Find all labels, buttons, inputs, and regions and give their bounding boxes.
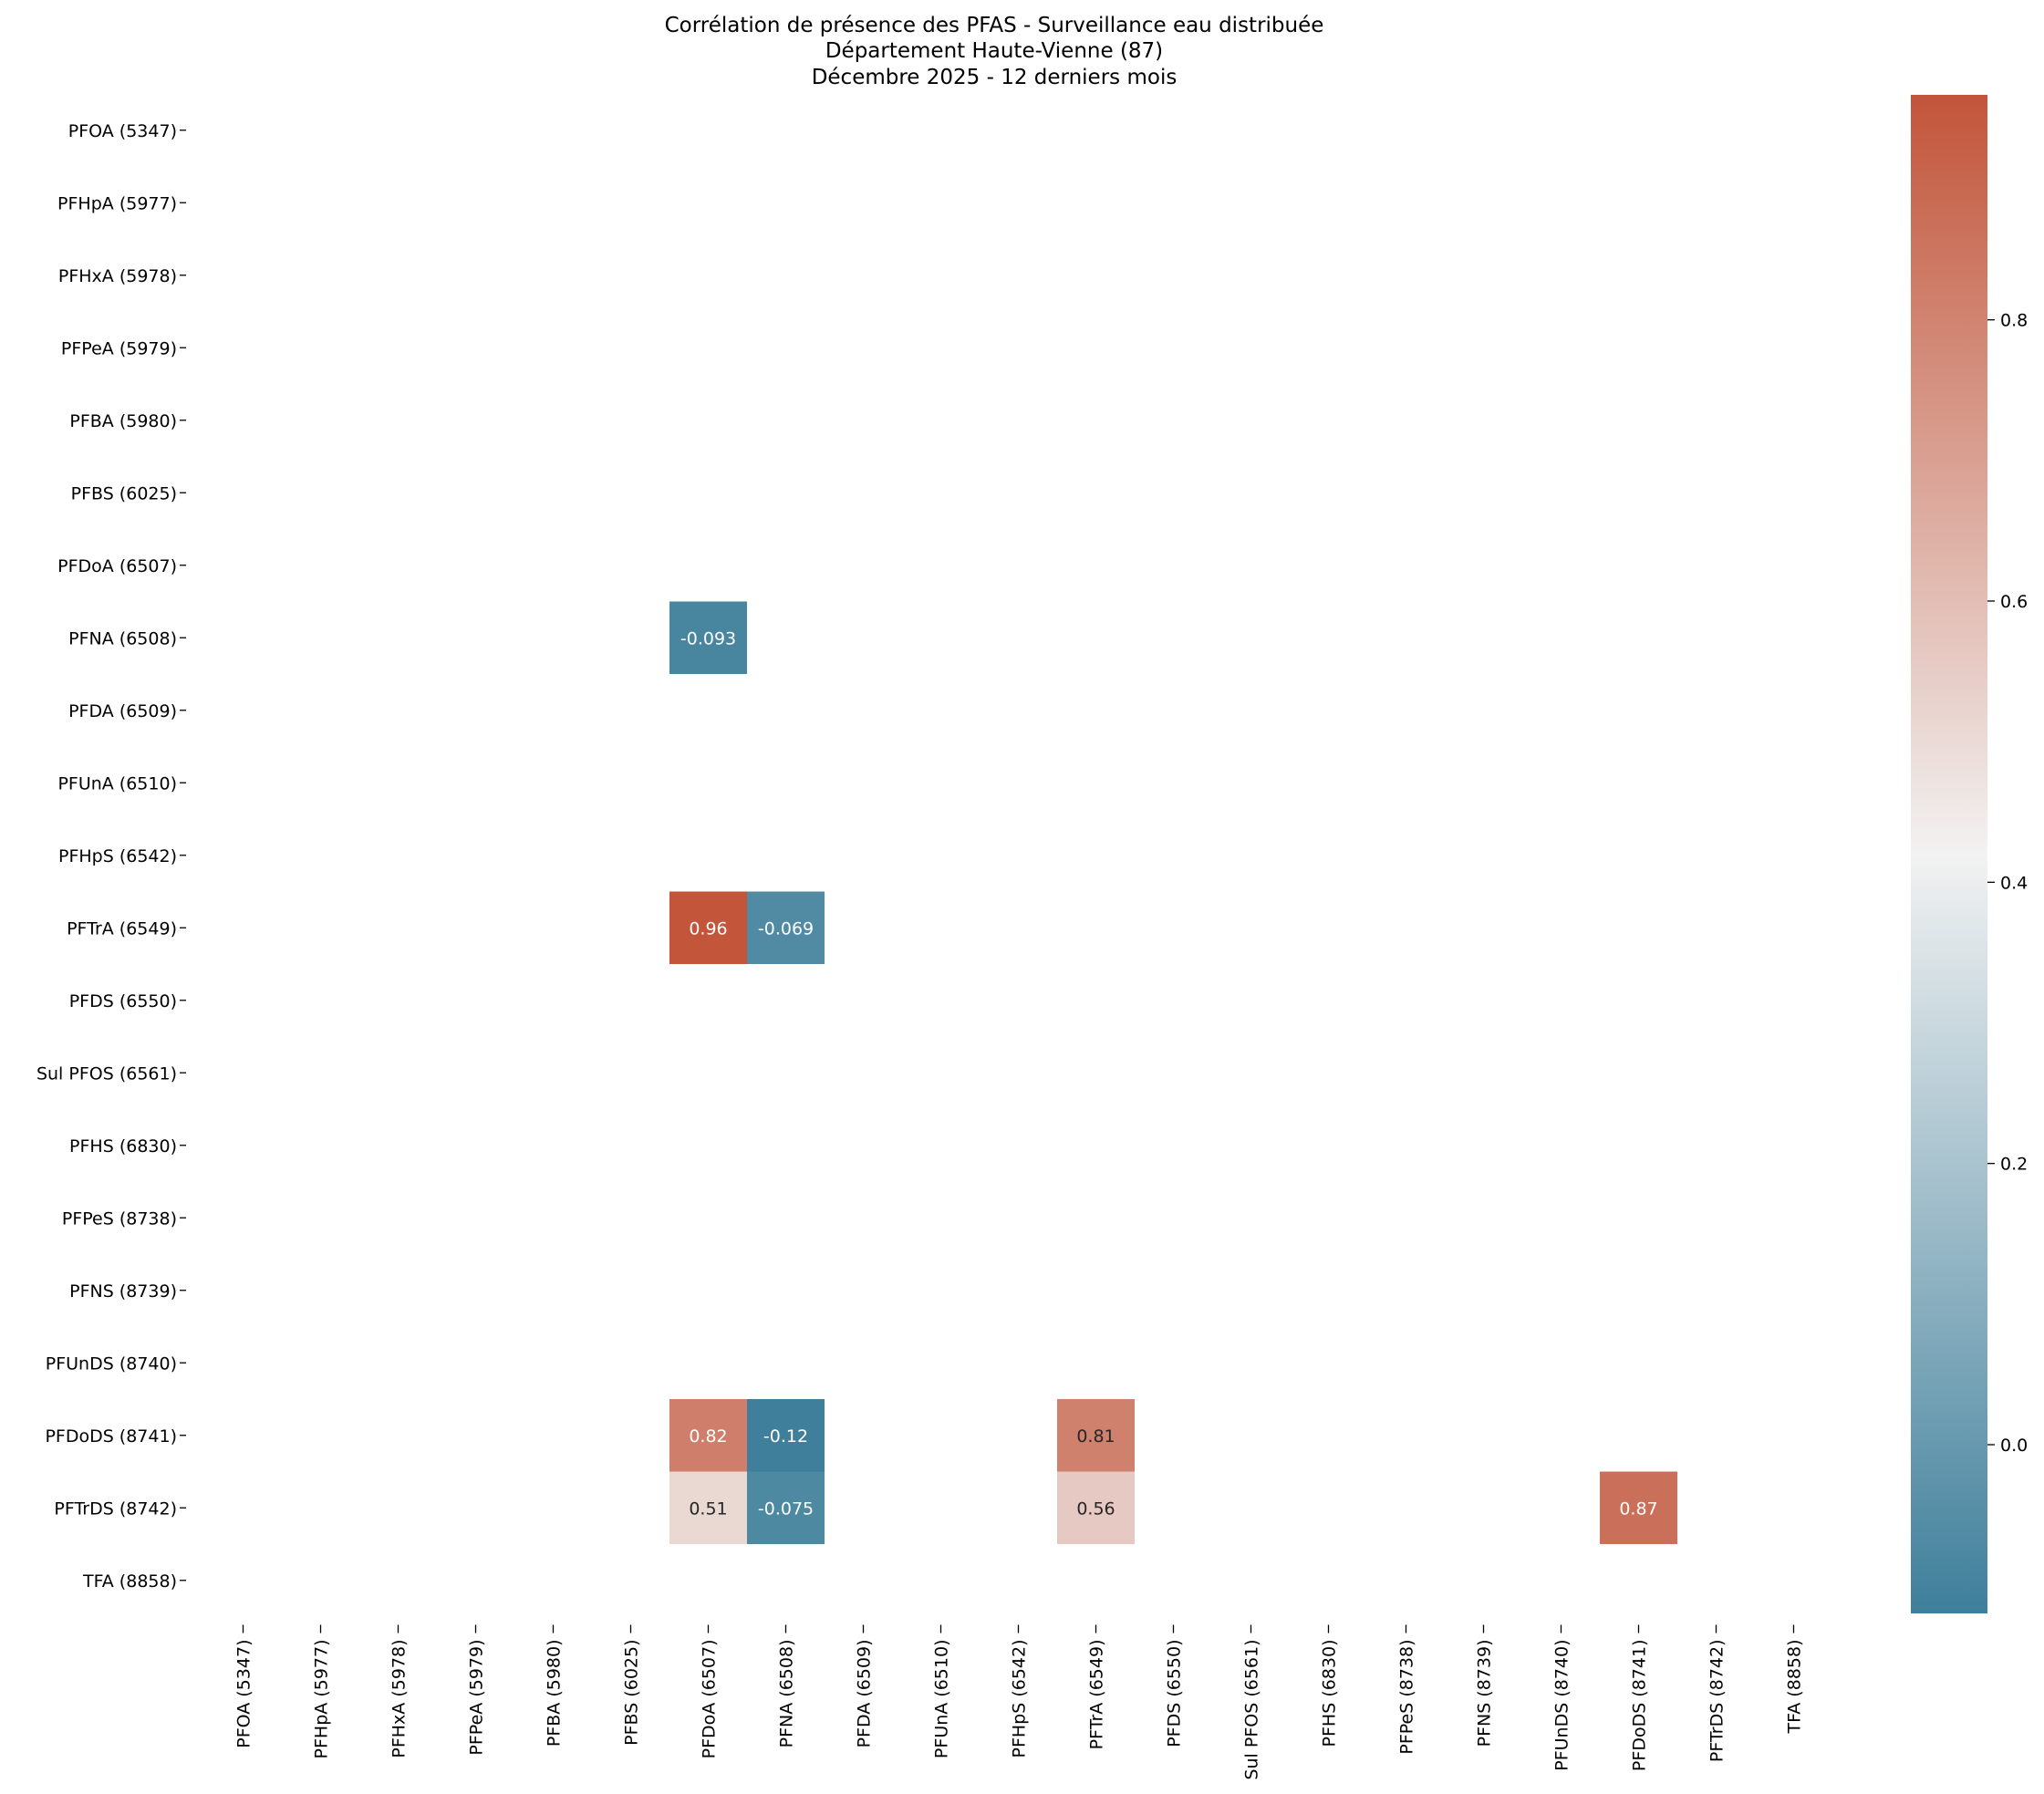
y-tick-label: PFBS (6025) [71, 483, 177, 503]
colorbar-tick-label: 0.2 [2000, 1155, 2028, 1175]
heatmap-cell-label: -0.12 [763, 1426, 808, 1447]
heatmap-cell [669, 601, 747, 674]
colorbar-tick-label: 0.0 [2000, 1436, 2028, 1456]
x-tick-label: PFNA (6508) [777, 1640, 797, 1748]
y-tick-label: Sul PFOS (6561) [36, 1063, 177, 1084]
heatmap-cell [669, 1471, 747, 1544]
x-axis: PFOA (5347) PFHpA (5977) PFHxA (5978) PFPeA… [234, 1624, 1805, 1780]
y-tick-label: PFDoA (6507) [57, 556, 177, 576]
y-tick-label: PFHxA (5978) [58, 266, 177, 286]
colorbar-gradient [1911, 95, 1987, 1613]
colorbar: 0.0 0.2 0.4 0.6 0.8 [1911, 95, 2028, 1613]
x-tick-label: PFHS (6830) [1320, 1640, 1340, 1747]
heatmap-cell-label: -0.075 [758, 1498, 814, 1519]
y-tick-label: PFHpS (6542) [58, 846, 177, 866]
y-tick-label: PFNS (8739) [69, 1281, 177, 1301]
x-tick-label: PFUnA (6510) [932, 1640, 952, 1759]
heatmap-cell [1057, 1399, 1135, 1472]
heatmap-cell [747, 1399, 825, 1472]
x-tick-label: Sul PFOS (6561) [1242, 1640, 1262, 1780]
y-tick-label: PFHpA (5977) [57, 193, 177, 213]
x-tick-label: PFPeS (8738) [1397, 1640, 1417, 1755]
chart-title: Corrélation de présence des PFAS - Surve… [665, 14, 1324, 89]
y-tick-label: PFPeA (5979) [61, 338, 177, 358]
heatmap-cell [747, 891, 825, 964]
y-tick-label: PFOA (5347) [68, 121, 177, 141]
x-tick-label: PFDA (6509) [855, 1640, 875, 1748]
heatmap-cell [669, 891, 747, 964]
y-tick-label: PFBA (5980) [69, 411, 177, 431]
y-tick-label: PFDS (6550) [69, 991, 177, 1011]
colorbar-tick-label: 0.6 [2000, 592, 2028, 612]
chart-title-line-2: Département Haute-Vienne (87) [825, 39, 1163, 63]
x-tick-label: PFOA (5347) [234, 1640, 254, 1748]
heatmap-cell [1057, 1471, 1135, 1544]
x-tick-label: PFDS (6550) [1165, 1640, 1185, 1747]
y-tick-label: PFUnDS (8740) [46, 1353, 177, 1374]
chart-title-line-1: Corrélation de présence des PFAS - Surve… [665, 14, 1324, 37]
heatmap-cell-label: 0.82 [689, 1426, 727, 1447]
heatmap-cell [669, 1399, 747, 1472]
y-tick-label: PFDoDS (8741) [45, 1426, 177, 1447]
y-tick-label: PFPeS (8738) [62, 1208, 177, 1229]
colorbar-tick-label: 0.4 [2000, 873, 2028, 893]
x-tick-label: PFHxA (5978) [389, 1640, 410, 1758]
colorbar-ticks: 0.0 0.2 0.4 0.6 0.8 [1987, 311, 2028, 1456]
chart-title-line-3: Décembre 2025 - 12 derniers mois [812, 66, 1178, 89]
y-tick-label: PFTrDS (8742) [54, 1498, 177, 1519]
heatmap-cell-label: -0.093 [680, 628, 736, 648]
x-tick-label: PFNS (8739) [1475, 1640, 1495, 1747]
y-tick-label: PFNA (6508) [68, 628, 177, 648]
heatmap-cells: -0.093 0.96 -0.069 0.82 -0.12 0.81 0.51 -0.075 0… [669, 601, 1677, 1544]
heatmap-cell-label: 0.81 [1076, 1426, 1115, 1447]
heatmap-cell-label: 0.96 [689, 918, 727, 938]
x-tick-label: PFTrDS (8742) [1707, 1640, 1728, 1763]
y-axis: PFOA (5347) PFHpA (5977) PFHxA (5978) PFPeA… [36, 121, 186, 1592]
x-tick-label: TFA (8858) [1785, 1640, 1805, 1735]
x-tick-label: PFBS (6025) [622, 1640, 642, 1746]
x-tick-label: PFDoDS (8741) [1630, 1640, 1650, 1772]
heatmap-cell [747, 1471, 825, 1544]
heatmap-cell-label: 0.51 [689, 1498, 727, 1519]
y-tick-label: PFTrA (6549) [67, 918, 177, 938]
x-tick-label: PFDoA (6507) [700, 1640, 720, 1759]
y-tick-label: PFUnA (6510) [57, 773, 177, 793]
x-tick-label: PFHpS (6542) [1010, 1640, 1030, 1758]
heatmap-cell-label: -0.069 [758, 918, 814, 938]
x-tick-label: PFPeA (5979) [467, 1640, 487, 1756]
x-tick-label: PFTrA (6549) [1087, 1640, 1107, 1750]
x-tick-label: PFBA (5980) [545, 1640, 565, 1747]
y-tick-label: PFDA (6509) [68, 701, 177, 721]
x-tick-label: PFUnDS (8740) [1552, 1640, 1572, 1771]
y-tick-label: PFHS (6830) [69, 1136, 177, 1156]
heatmap-cell-label: 0.87 [1619, 1498, 1657, 1519]
colorbar-tick-label: 0.8 [2000, 311, 2028, 331]
heatmap-cell-label: 0.56 [1076, 1498, 1115, 1519]
heatmap-cell [1600, 1471, 1677, 1544]
x-tick-label: PFHpA (5977) [312, 1640, 332, 1759]
y-tick-label: TFA (8858) [82, 1571, 177, 1592]
